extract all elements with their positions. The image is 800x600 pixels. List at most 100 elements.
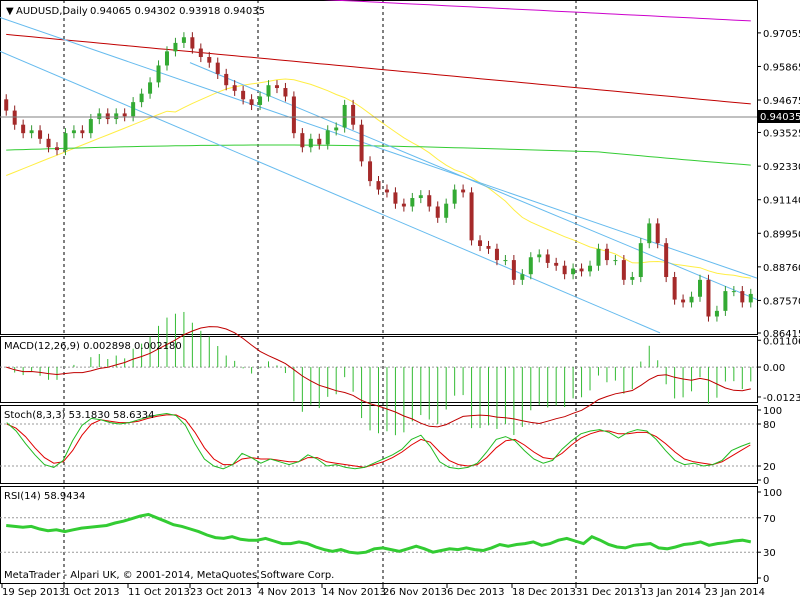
- candle-body: [528, 257, 533, 275]
- candle-body: [325, 130, 330, 145]
- candle-body: [29, 130, 34, 134]
- x-axis-label: 26 Nov 2013: [383, 587, 447, 598]
- candle-body: [368, 161, 373, 182]
- candle-body: [554, 262, 559, 266]
- ma-magenta-line: [323, 0, 751, 22]
- candle-body: [241, 90, 246, 100]
- price-panel-frame: [0, 0, 758, 335]
- period-separators: [63, 0, 577, 584]
- stoch-tick-label: 100: [763, 406, 782, 417]
- candle-body: [444, 203, 449, 218]
- candle-body: [638, 243, 643, 278]
- x-axis-label: 23 Oct 2013: [190, 587, 252, 598]
- candle-body: [105, 113, 110, 120]
- macd-histogram: [6, 311, 752, 436]
- candle-body: [689, 296, 694, 303]
- current-price-marker: 0.94035: [0, 110, 800, 123]
- candle-body: [562, 265, 567, 275]
- x-axis-label: 19 Sep 2013: [2, 587, 65, 598]
- stoch-lines: [6, 412, 751, 470]
- x-axis-label: 11 Oct 2013: [128, 587, 190, 598]
- rsi-tick-label: 70: [763, 514, 776, 525]
- candle-body: [54, 147, 59, 151]
- candle-body: [655, 223, 660, 244]
- candle-body: [114, 113, 119, 120]
- price-tick-label: 0.97055: [763, 29, 800, 40]
- ma-red-line: [6, 33, 751, 105]
- candle-body: [97, 113, 102, 120]
- candle-body: [579, 268, 584, 272]
- candle-body: [494, 248, 499, 261]
- candle-body: [596, 248, 601, 266]
- current-price-label: 0.94035: [760, 112, 800, 123]
- x-axis-label: 18 Dec 2013: [512, 587, 576, 598]
- candle-body: [266, 85, 271, 97]
- candle-body: [63, 133, 68, 151]
- candle-body: [122, 113, 127, 117]
- channel-middle: [189, 62, 758, 301]
- candle-body: [384, 189, 389, 193]
- candle-body: [173, 42, 178, 52]
- candle-body: [88, 119, 93, 134]
- candle-body: [71, 130, 76, 134]
- rsi-tick-label: 0: [763, 574, 769, 585]
- candle-body: [740, 291, 745, 303]
- candle-body: [351, 104, 356, 125]
- x-axis-label: 14 Nov 2013: [322, 587, 386, 598]
- candle-body: [571, 268, 576, 275]
- candle-body: [604, 248, 609, 261]
- candle-body: [4, 99, 9, 111]
- stoch-tick-label: 0: [763, 476, 769, 487]
- rsi-series-line: [6, 512, 752, 555]
- rsi-line: [6, 512, 752, 555]
- macd-tick-label: 0.011068: [763, 336, 800, 347]
- rsi-tick-label: 100: [763, 488, 782, 499]
- chart-title-arrow: ▼: [6, 6, 14, 17]
- candle-body: [224, 73, 229, 86]
- candle-body: [249, 99, 254, 105]
- price-tick-label: 0.94675: [763, 96, 800, 107]
- x-axis-label: 13 Jan 2014: [641, 587, 701, 598]
- candle-body: [681, 299, 686, 303]
- price-tick-label: 0.95865: [763, 62, 800, 73]
- candle-body: [131, 102, 136, 117]
- candle-body: [647, 223, 652, 244]
- stoch-main-line: [6, 412, 751, 470]
- candle-body: [198, 48, 203, 58]
- candle-body: [588, 265, 593, 272]
- candle-body: [274, 85, 279, 89]
- candle-body: [181, 37, 186, 43]
- candle-body: [215, 62, 220, 74]
- candle-body: [190, 37, 195, 49]
- candle-body: [164, 51, 169, 66]
- x-axis-label: 4 Nov 2013: [258, 587, 316, 598]
- x-axis-label: 31 Dec 2013: [576, 587, 640, 598]
- candle-body: [334, 127, 339, 131]
- candle-body: [139, 93, 144, 103]
- candle-body: [46, 138, 51, 148]
- candle-body: [503, 260, 508, 262]
- candle-body: [393, 192, 398, 204]
- price-overlays: [0, 0, 758, 334]
- candle-body: [698, 279, 703, 297]
- candle-body: [38, 130, 43, 139]
- candle-body: [342, 104, 347, 128]
- chart-title: AUDUSD,Daily: [16, 6, 88, 17]
- price-tick-label: 0.86415: [763, 329, 800, 340]
- stoch-label: Stoch(8,3,3) 53.1830 58.6334: [4, 410, 155, 421]
- rsi-label: RSI(14) 58.9434: [4, 491, 85, 502]
- ma-yellow-line: [6, 78, 751, 279]
- candle-body: [478, 240, 483, 246]
- current-price-box: [758, 110, 800, 123]
- candle-body: [300, 133, 305, 148]
- candle-body: [359, 124, 364, 162]
- rsi-panel-frame: [0, 486, 758, 584]
- candle-body: [80, 130, 85, 134]
- macd-tick-label: -0.012335: [763, 393, 800, 404]
